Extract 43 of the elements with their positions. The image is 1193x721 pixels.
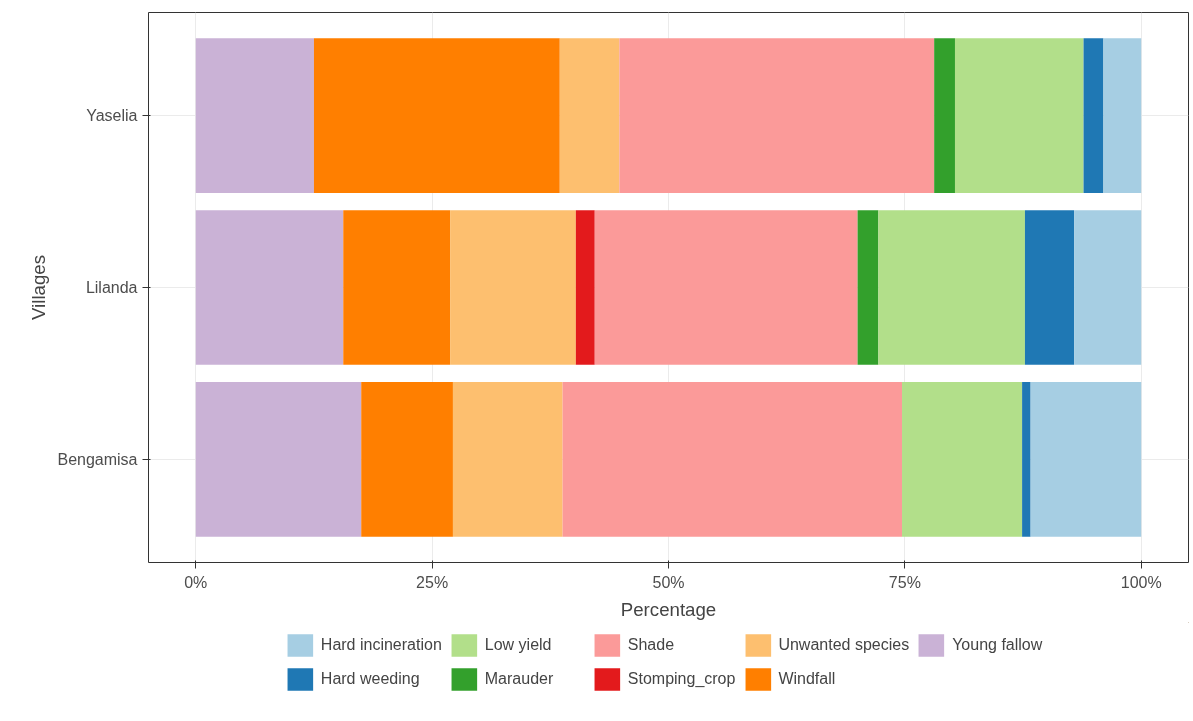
bar [195, 382, 362, 537]
bar [575, 210, 595, 365]
x-tick-label: 75% [888, 573, 921, 591]
bar [954, 38, 1084, 193]
bar [1103, 38, 1142, 193]
bar [195, 210, 344, 365]
x-tick-label: 0% [184, 573, 208, 591]
bar [450, 210, 576, 365]
bar [878, 210, 1025, 365]
bar [1022, 382, 1031, 537]
legend-label: Young fallow [952, 636, 1044, 654]
bar [559, 38, 620, 193]
bar [1024, 210, 1075, 365]
bar [594, 210, 858, 365]
legend-label: Shade [627, 636, 676, 654]
bar [619, 38, 935, 193]
bar [452, 382, 563, 537]
x-tick-label: 100% [1120, 573, 1162, 591]
y-axis-title: Villages [28, 255, 50, 320]
legend-label: Windfall [778, 670, 837, 688]
legend-label: Hard weeding [320, 670, 421, 688]
y-tick-label: Bengamisa [57, 450, 138, 468]
bar [857, 210, 879, 365]
bar [195, 38, 314, 193]
legend-label: Stomping_crop [627, 670, 736, 688]
x-tick-label: 50% [652, 573, 685, 591]
legend-label: Hard incineration [320, 636, 442, 654]
legend-label: Marauder [484, 670, 555, 688]
bar [562, 382, 903, 537]
x-axis-title: Percentage [620, 598, 717, 620]
bar [934, 38, 955, 193]
x-tick-label: 25% [416, 573, 449, 591]
y-tick-label: Lilanda [85, 279, 138, 296]
bar [361, 382, 453, 537]
bar [343, 210, 451, 365]
bar [1030, 382, 1142, 537]
bar [313, 38, 560, 193]
legend-label: Unwanted species [778, 636, 910, 654]
y-tick-label: Yaselia [86, 107, 138, 125]
legend-label: Low yield [484, 636, 553, 654]
bar [1074, 210, 1142, 365]
bar [902, 382, 1023, 537]
bar [1083, 38, 1104, 193]
